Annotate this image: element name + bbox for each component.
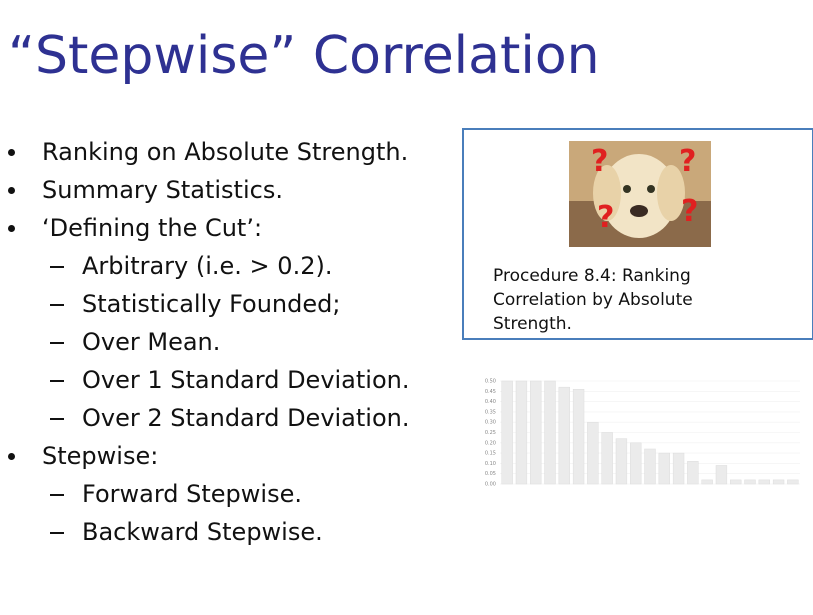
dash-marker xyxy=(50,532,64,534)
sub-bullet-item: Over 2 Standard Deviation. xyxy=(0,399,410,437)
caption: Procedure 8.4: Ranking Correlation by Ab… xyxy=(493,266,693,334)
dash-marker xyxy=(50,304,64,306)
sub-bullet-text: Forward Stepwise. xyxy=(82,480,302,508)
bar xyxy=(701,479,713,485)
bar xyxy=(715,465,728,485)
sub-bullet-item: Over Mean. xyxy=(0,323,410,361)
y-tick-label: 0.15 xyxy=(485,451,496,457)
svg-text:?: ? xyxy=(597,200,614,235)
svg-text:?: ? xyxy=(681,194,698,229)
bar xyxy=(587,421,599,485)
bar xyxy=(601,432,613,485)
dash-marker xyxy=(50,342,64,344)
y-tick-label: 0.30 xyxy=(485,420,496,426)
sub-bullet-text: Backward Stepwise. xyxy=(82,518,323,546)
bar xyxy=(530,380,542,485)
y-tick-label: 0.10 xyxy=(485,461,496,467)
bar xyxy=(672,452,685,485)
bullet-marker xyxy=(8,187,15,194)
sub-bullet-text: Over Mean. xyxy=(82,328,221,356)
y-tick-label: 0.50 xyxy=(485,379,496,385)
bar xyxy=(758,479,770,485)
bullet-item: Summary Statistics. xyxy=(0,171,410,209)
sub-bullet-item: Forward Stepwise. xyxy=(0,475,410,513)
dash-marker xyxy=(50,380,64,382)
bar xyxy=(744,479,756,485)
y-tick-label: 0.45 xyxy=(485,389,496,395)
y-tick-label: 0.05 xyxy=(485,471,496,477)
bullet-list: Ranking on Absolute Strength. Summary Sta… xyxy=(0,133,410,551)
dog-image: ? ? ? ? xyxy=(569,141,711,247)
y-tick-label: 0.35 xyxy=(485,409,496,415)
sub-bullet-item: Arbitrary (i.e. > 0.2). xyxy=(0,247,410,285)
slide-title: “Stepwise” Correlation xyxy=(8,26,600,86)
y-tick-label: 0.00 xyxy=(485,482,496,488)
sub-bullet-text: Over 2 Standard Deviation. xyxy=(82,404,410,432)
bullet-marker xyxy=(8,225,15,232)
y-tick-label: 0.25 xyxy=(485,430,496,436)
bar xyxy=(515,380,528,485)
bullet-marker xyxy=(8,453,15,460)
dash-marker xyxy=(50,418,64,420)
y-tick-label: 0.40 xyxy=(485,399,496,405)
bar xyxy=(615,438,628,485)
sub-bullet-item: Over 1 Standard Deviation. xyxy=(0,361,410,399)
bar xyxy=(644,448,656,485)
svg-text:?: ? xyxy=(591,144,608,179)
bullet-item: Stepwise: xyxy=(0,437,410,475)
bar xyxy=(630,442,642,485)
bullet-text: Ranking on Absolute Strength. xyxy=(42,138,409,166)
bar xyxy=(658,452,670,485)
bar xyxy=(501,380,513,485)
y-tick-label: 0.20 xyxy=(485,440,496,446)
bar xyxy=(572,388,585,485)
bullet-marker xyxy=(8,149,15,156)
bullet-item: ‘Defining the Cut’: xyxy=(0,209,410,247)
bar xyxy=(787,479,799,485)
bar xyxy=(730,479,742,485)
sub-bullet-item: Statistically Founded; xyxy=(0,285,410,323)
callout-box: ? ? ? ? Procedure 8.4: Ranking Correlati… xyxy=(462,128,813,340)
dash-marker xyxy=(50,494,64,496)
bar xyxy=(544,380,556,485)
bar xyxy=(772,479,785,485)
bullet-text: ‘Defining the Cut’: xyxy=(42,214,263,242)
sub-bullet-text: Arbitrary (i.e. > 0.2). xyxy=(82,252,333,280)
dash-marker xyxy=(50,266,64,268)
svg-text:?: ? xyxy=(679,144,696,179)
sub-bullet-text: Over 1 Standard Deviation. xyxy=(82,366,410,394)
bullet-text: Summary Statistics. xyxy=(42,176,283,204)
bullet-text: Stepwise: xyxy=(42,442,159,470)
bar xyxy=(558,386,570,485)
sub-bullet-item: Backward Stepwise. xyxy=(0,513,410,551)
bar xyxy=(687,461,699,485)
bullet-item: Ranking on Absolute Strength. xyxy=(0,133,410,171)
sub-bullet-text: Statistically Founded; xyxy=(82,290,341,318)
